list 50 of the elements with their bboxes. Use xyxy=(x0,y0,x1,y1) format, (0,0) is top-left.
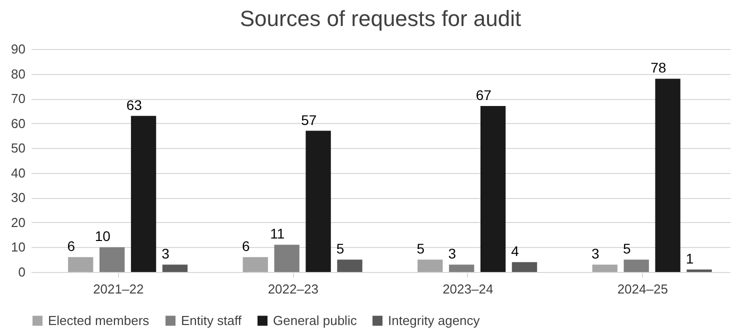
y-tick-label: 40 xyxy=(11,165,26,180)
y-tick-label: 0 xyxy=(18,264,26,280)
data-label: 57 xyxy=(301,112,317,128)
data-label: 3 xyxy=(448,246,456,262)
x-tick-label: 2023–24 xyxy=(442,282,494,296)
chart-title: Sources of requests for audit xyxy=(240,6,522,31)
bar xyxy=(512,262,538,272)
y-tick-label: 20 xyxy=(11,214,26,230)
data-label: 10 xyxy=(94,228,111,244)
bar xyxy=(306,130,331,272)
bar xyxy=(130,116,156,272)
bar xyxy=(655,78,680,272)
bar xyxy=(162,264,188,272)
x-tick-label: 2021–22 xyxy=(93,282,144,296)
bar xyxy=(418,260,443,272)
bar xyxy=(274,244,300,272)
bar xyxy=(592,264,618,272)
data-label: 67 xyxy=(476,86,492,103)
y-tick-label: 90 xyxy=(11,42,26,56)
data-label: 5 xyxy=(623,240,631,257)
data-label: 4 xyxy=(511,243,520,260)
x-tick-label: 2024–25 xyxy=(617,282,668,296)
data-label: 11 xyxy=(270,226,285,242)
data-label: 63 xyxy=(126,96,142,113)
data-label: 6 xyxy=(242,238,250,254)
y-tick-label: 10 xyxy=(11,240,26,255)
legend-label: Elected members xyxy=(48,312,150,328)
x-tick-label: 2022–23 xyxy=(268,282,318,296)
legend-label: General public xyxy=(273,312,358,328)
data-label: 5 xyxy=(416,240,425,257)
bar xyxy=(449,264,474,272)
bar xyxy=(100,247,125,272)
data-label: 6 xyxy=(67,238,76,254)
legend-label: Entity staff xyxy=(181,312,242,328)
bar xyxy=(624,260,649,272)
bar xyxy=(480,106,506,272)
y-tick-label: 70 xyxy=(11,91,26,106)
legend-label: Integrity agency xyxy=(388,312,480,328)
bar xyxy=(68,257,94,272)
data-label: 3 xyxy=(162,246,170,262)
data-label: 3 xyxy=(592,246,600,262)
y-tick-label: 80 xyxy=(11,66,26,82)
bar xyxy=(337,260,362,272)
bar xyxy=(242,257,268,272)
data-label: 5 xyxy=(336,240,344,257)
y-tick-label: 30 xyxy=(11,190,26,206)
y-tick-label: 50 xyxy=(11,140,26,156)
data-label: 1 xyxy=(686,250,694,267)
y-tick-label: 60 xyxy=(11,116,26,131)
data-label: 78 xyxy=(650,60,666,76)
